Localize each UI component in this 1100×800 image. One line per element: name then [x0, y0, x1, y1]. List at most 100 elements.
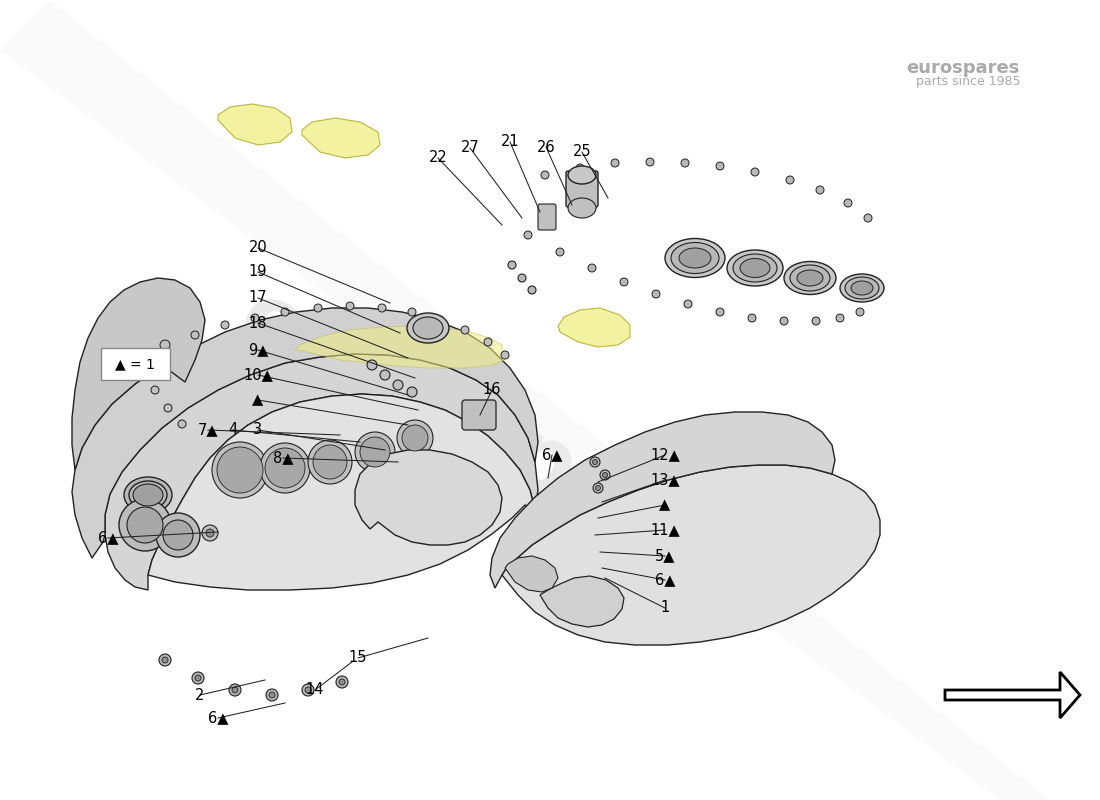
Circle shape [652, 290, 660, 298]
Circle shape [379, 370, 390, 380]
Polygon shape [0, 0, 1050, 800]
FancyBboxPatch shape [101, 348, 170, 380]
Circle shape [751, 168, 759, 176]
Text: 18: 18 [249, 315, 267, 330]
Ellipse shape [845, 277, 879, 299]
FancyBboxPatch shape [566, 171, 598, 207]
Circle shape [160, 340, 170, 350]
Polygon shape [355, 450, 502, 545]
Text: 22: 22 [429, 150, 448, 166]
Ellipse shape [666, 238, 725, 278]
Circle shape [305, 687, 311, 693]
Circle shape [844, 199, 852, 207]
Text: 12▲: 12▲ [650, 447, 680, 462]
Polygon shape [945, 672, 1080, 718]
Ellipse shape [407, 313, 449, 343]
Circle shape [270, 692, 275, 698]
Polygon shape [490, 412, 835, 588]
Ellipse shape [412, 317, 443, 339]
Circle shape [684, 300, 692, 308]
Circle shape [484, 338, 492, 346]
Text: 1: 1 [660, 601, 670, 615]
Text: ▲: ▲ [252, 393, 264, 407]
Circle shape [119, 499, 170, 551]
Text: 6▲: 6▲ [654, 573, 675, 587]
Circle shape [576, 164, 584, 172]
Circle shape [302, 684, 313, 696]
Text: 4: 4 [229, 422, 238, 438]
Circle shape [308, 440, 352, 484]
Text: ▲: ▲ [659, 498, 671, 513]
Ellipse shape [784, 262, 836, 294]
Ellipse shape [798, 270, 823, 286]
Circle shape [408, 308, 416, 316]
Circle shape [716, 162, 724, 170]
Ellipse shape [790, 265, 830, 291]
Circle shape [836, 314, 844, 322]
Circle shape [780, 317, 788, 325]
Circle shape [786, 176, 794, 184]
Circle shape [360, 437, 390, 467]
Ellipse shape [740, 258, 770, 278]
Circle shape [812, 317, 820, 325]
Circle shape [864, 214, 872, 222]
Text: eurospares: eurospares [906, 59, 1020, 77]
Polygon shape [558, 308, 630, 347]
Circle shape [603, 473, 607, 478]
Circle shape [178, 420, 186, 428]
Polygon shape [302, 118, 379, 158]
Ellipse shape [733, 254, 777, 282]
Circle shape [126, 507, 163, 543]
Circle shape [500, 351, 509, 359]
Circle shape [646, 158, 654, 166]
Circle shape [593, 483, 603, 493]
Circle shape [202, 525, 218, 541]
Circle shape [518, 274, 526, 282]
Circle shape [162, 657, 168, 663]
Text: 5▲: 5▲ [654, 549, 675, 563]
Text: 14: 14 [306, 682, 324, 698]
Ellipse shape [133, 484, 163, 506]
Text: 16: 16 [483, 382, 502, 398]
Circle shape [588, 264, 596, 272]
Circle shape [355, 432, 395, 472]
Circle shape [436, 316, 444, 324]
Ellipse shape [671, 242, 719, 274]
Circle shape [206, 529, 214, 537]
Circle shape [620, 278, 628, 286]
Circle shape [151, 386, 160, 394]
Ellipse shape [124, 477, 172, 513]
Text: 20: 20 [249, 241, 267, 255]
Text: 27: 27 [461, 141, 480, 155]
FancyBboxPatch shape [538, 204, 556, 230]
Text: 15: 15 [349, 650, 367, 666]
Polygon shape [295, 326, 505, 368]
Circle shape [541, 171, 549, 179]
Circle shape [314, 445, 346, 479]
Circle shape [336, 676, 348, 688]
Text: 3: 3 [253, 422, 263, 438]
Circle shape [164, 404, 172, 412]
Circle shape [221, 321, 229, 329]
Circle shape [378, 304, 386, 312]
Circle shape [528, 286, 536, 294]
Text: 26: 26 [537, 139, 556, 154]
Circle shape [816, 186, 824, 194]
Circle shape [265, 448, 305, 488]
Text: ▲ = 1: ▲ = 1 [116, 357, 155, 371]
Text: 7▲: 7▲ [198, 422, 218, 438]
Circle shape [856, 308, 864, 316]
FancyBboxPatch shape [462, 400, 496, 430]
Circle shape [593, 459, 597, 465]
Circle shape [367, 360, 377, 370]
Circle shape [229, 684, 241, 696]
Polygon shape [72, 308, 538, 558]
Circle shape [681, 159, 689, 167]
Ellipse shape [129, 481, 167, 509]
Text: 2: 2 [196, 687, 205, 702]
Text: 6▲: 6▲ [98, 530, 119, 546]
Circle shape [232, 687, 238, 693]
Circle shape [212, 442, 268, 498]
Circle shape [524, 231, 532, 239]
Circle shape [217, 447, 263, 493]
